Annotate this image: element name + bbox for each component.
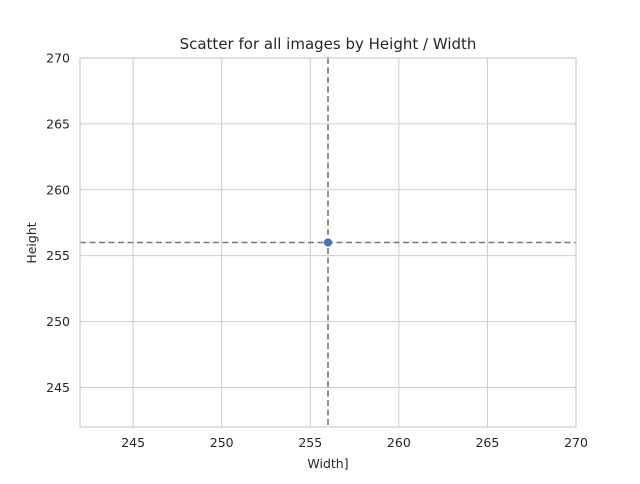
y-axis-label: Height <box>24 222 39 263</box>
chart-title: Scatter for all images by Height / Width <box>180 35 477 53</box>
x-tick-label: 270 <box>564 435 588 450</box>
y-tick-label: 255 <box>46 248 70 263</box>
x-axis-label: Width] <box>307 456 348 471</box>
x-tick-labels: 245 250 255 260 265 270 <box>121 435 588 450</box>
x-tick-label: 260 <box>387 435 411 450</box>
plot-frame <box>79 57 577 428</box>
y-tick-label: 245 <box>46 380 70 395</box>
y-tick-labels: 245 250 255 260 265 270 <box>46 51 70 395</box>
y-tick-label: 260 <box>46 182 70 197</box>
x-tick-label: 255 <box>298 435 322 450</box>
points-layer <box>323 238 333 247</box>
y-tick-label: 270 <box>46 51 70 66</box>
x-tick-label: 265 <box>475 435 499 450</box>
data-point <box>323 238 333 247</box>
y-tick-label: 250 <box>46 314 70 329</box>
x-tick-label: 245 <box>121 435 145 450</box>
y-tick-label: 265 <box>46 116 70 131</box>
x-tick-label: 250 <box>210 435 234 450</box>
